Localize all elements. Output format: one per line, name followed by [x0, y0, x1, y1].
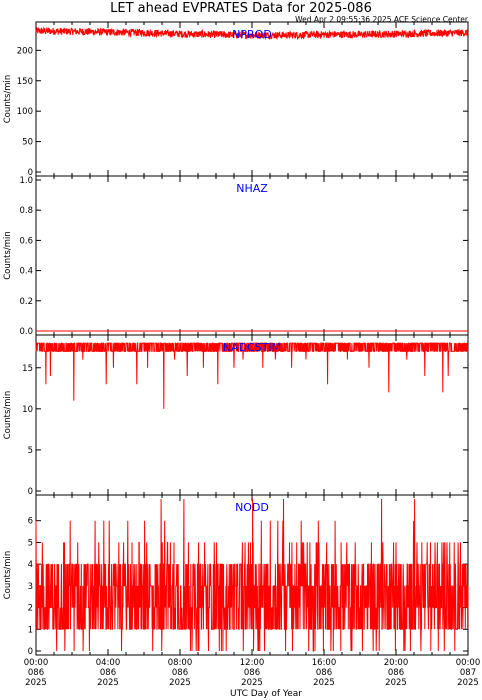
y-tick-label: 50: [22, 138, 33, 148]
x-tick-label: 086: [100, 668, 116, 678]
x-tick-label: 2025: [169, 678, 191, 688]
panel-nadcstim: 0 5 10 15 Counts/min NADCSTIM: [3, 334, 469, 497]
x-tick-label: 2025: [457, 678, 479, 688]
y-tick-label: 5: [28, 446, 33, 456]
x-tick-label: 00:00: [24, 658, 49, 668]
panel-frame: [35, 21, 469, 177]
series-line-nprod: [35, 26, 469, 41]
x-tick-label: 2025: [313, 678, 335, 688]
x-tick-label: 08:00: [168, 658, 193, 668]
panel-frame: [35, 334, 469, 496]
x-tick-label: 086: [316, 668, 332, 678]
x-tick-label: 086: [172, 668, 188, 678]
y-tick-label: 100: [17, 107, 33, 117]
panel-nhaz: 0.0 0.2 0.4 0.6 0.8 1.0 Counts/min NHAZ: [3, 175, 469, 337]
y-tick-label: 0.6: [19, 236, 33, 246]
y-tick-label: 1: [28, 625, 33, 635]
x-tick-label: 00:00: [456, 658, 481, 668]
y-tick-label: 15: [22, 364, 33, 374]
y-tick-label: 0: [28, 168, 33, 178]
y-tick-label: 4: [28, 560, 33, 570]
x-axis-labels: 00:00086202504:00086202508:00086202512:0…: [24, 658, 481, 688]
y-tick-label: 0.8: [19, 206, 33, 216]
y-tick-label: 5: [28, 538, 33, 548]
panel-nodd: 0 1 2 3 4 5 6 Counts/min NODD: [3, 494, 469, 657]
panel-label: NADCSTIM: [223, 341, 281, 354]
x-axis-label: UTC Day of Year: [230, 689, 302, 699]
timestamp: Wed Apr 2 09:55:36 2025 ACE Science Cent…: [295, 15, 469, 24]
panel-label: NHAZ: [236, 182, 268, 195]
x-tick-label: 2025: [385, 678, 407, 688]
y-tick-label: 0.4: [19, 267, 33, 277]
x-tick-label: 086: [244, 668, 260, 678]
x-tick-label: 087: [460, 668, 476, 678]
x-tick-label: 20:00: [384, 658, 409, 668]
y-tick-label: 2: [28, 604, 33, 614]
x-tick-label: 2025: [241, 678, 263, 688]
x-tick-label: 12:00: [240, 658, 265, 668]
y-axis-label: Counts/min: [3, 551, 13, 600]
y-tick-label: 0.2: [19, 297, 33, 307]
series-line-nadcstim: [35, 342, 469, 409]
y-axis-label: Counts/min: [3, 391, 13, 440]
y-tick-label: 10: [22, 405, 33, 415]
y-tick-label: 200: [17, 46, 33, 56]
y-tick-label: 0: [28, 647, 33, 657]
x-tick-label: 2025: [97, 678, 119, 688]
x-tick-label: 086: [28, 668, 44, 678]
x-tick-label: 2025: [25, 678, 47, 688]
panel-label: NODD: [235, 501, 269, 514]
y-tick-label: 150: [17, 77, 33, 87]
y-axis-label: Counts/min: [3, 75, 13, 124]
panel-label: NPROD: [232, 28, 272, 41]
chart-title: LET ahead EVPRATES Data for 2025-086: [110, 1, 372, 16]
x-tick-label: 04:00: [96, 658, 121, 668]
panels: 050100150200Counts/minNPROD0.00.20.40.60…: [3, 21, 469, 657]
y-tick-label: 1.0: [19, 176, 33, 186]
y-tick-label: 6: [28, 517, 33, 527]
x-tick-label: 086: [388, 668, 404, 678]
y-axis-label: Counts/min: [3, 231, 13, 280]
x-tick-label: 16:00: [312, 658, 337, 668]
panel-nprod: 0 50 100 150 200 Counts/min NPROD: [3, 21, 469, 178]
y-tick-label: 0.0: [19, 327, 33, 337]
panel-frame: [35, 175, 469, 336]
y-tick-label: 3: [28, 582, 33, 592]
y-tick-label: 0: [28, 487, 33, 497]
series-line-nodd: [35, 498, 469, 652]
